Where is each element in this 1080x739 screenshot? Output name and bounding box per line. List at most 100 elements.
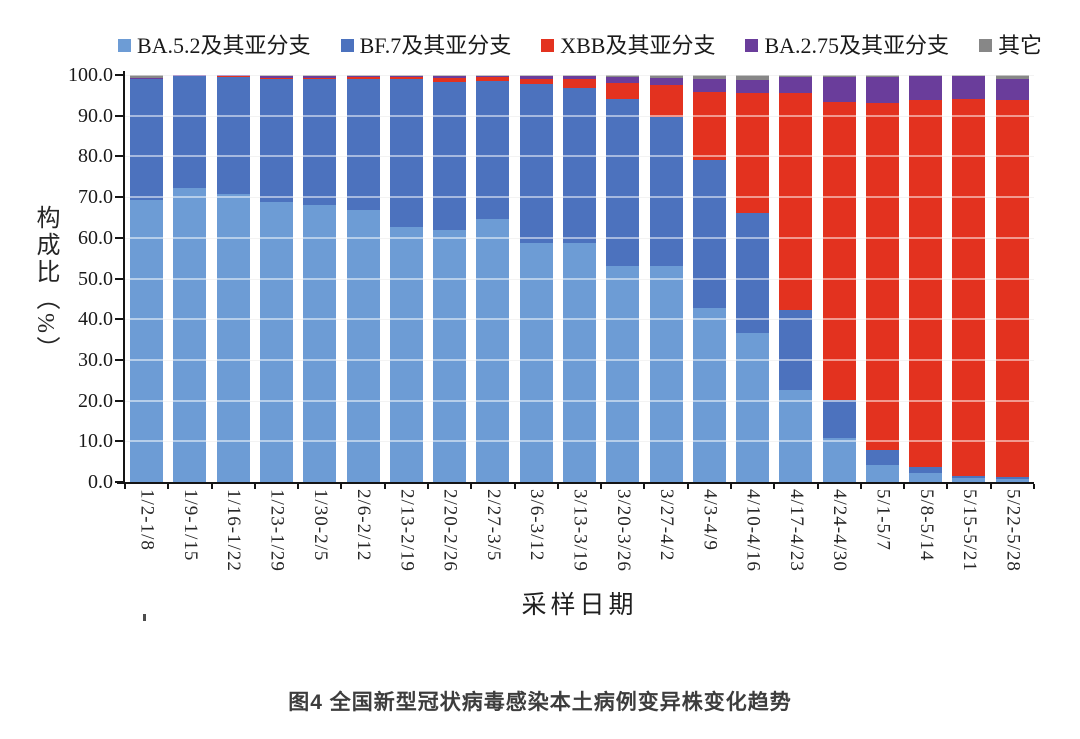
y-tick-label: 60.0 [78, 226, 113, 249]
x-axis-tick [383, 484, 386, 489]
y-axis-tick [115, 358, 123, 361]
x-tick-label: 5/8-5/14 [915, 489, 937, 562]
legend-item: 其它 [979, 28, 1042, 60]
x-tick-label: 2/13-2/19 [396, 489, 418, 572]
bar-segment [606, 99, 640, 266]
bar-segment [779, 92, 813, 310]
x-tick-label: 3/27-4/2 [656, 489, 678, 562]
bar-segment [259, 201, 293, 482]
bar-segment [865, 75, 899, 78]
y-tick-label: 30.0 [78, 348, 113, 371]
bar-segment [519, 79, 553, 84]
bar-segment [130, 199, 164, 482]
bar-segment [736, 333, 770, 482]
y-axis-tick [115, 318, 123, 321]
bar-slot [341, 75, 384, 482]
x-axis-tick [210, 484, 213, 489]
x-axis-tick [470, 484, 473, 489]
figure-caption: 图4 全国新型冠状病毒感染本土病例变异株变化趋势 [288, 691, 792, 714]
bar-segment [822, 75, 856, 78]
legend-label: XBB及其亚分支 [560, 33, 716, 58]
bar-column [216, 75, 250, 482]
bar-segment [259, 75, 293, 79]
x-tick-label: 4/3-4/9 [699, 489, 721, 551]
x-axis-tick [946, 484, 949, 489]
bar-segment [995, 479, 1029, 482]
bar-segment [389, 77, 423, 80]
legend-label: BF.7及其亚分支 [359, 33, 512, 58]
bar-segment [649, 116, 683, 266]
bar-column [952, 75, 986, 482]
legend-color-swatch [745, 38, 759, 52]
x-axis-tick [556, 484, 559, 489]
y-tick-label: 80.0 [78, 145, 113, 168]
x-axis-tick [686, 484, 689, 489]
bar-column [389, 75, 423, 482]
bar-slot [298, 75, 341, 482]
bar-segment [692, 307, 726, 482]
x-axis-line [117, 482, 1034, 484]
y-tick-label: 90.0 [78, 104, 113, 127]
plot-area [115, 71, 1035, 489]
bar-segment [822, 438, 856, 482]
y-axis-tick [115, 481, 123, 483]
bar-segment [303, 79, 337, 206]
bar-slot [385, 75, 428, 482]
gridline-overlay [125, 155, 1034, 158]
bar-segment [649, 85, 683, 117]
y-axis-tick [115, 74, 123, 76]
x-axis-tick [816, 484, 819, 489]
bar-segment [476, 219, 510, 482]
bar-segment [562, 88, 596, 244]
bar-column [649, 75, 683, 482]
bar-segment [909, 466, 943, 474]
gridline-overlay [125, 399, 1034, 402]
x-tick-label: 5/1-5/7 [872, 489, 894, 551]
bar-segment [779, 75, 813, 78]
stray-mark [143, 614, 146, 621]
bar-segment [389, 79, 423, 227]
bar-segment [865, 77, 899, 104]
x-tick-label: 1/23-1/29 [266, 489, 288, 572]
bar-column [822, 75, 856, 482]
x-tick-label: 1/2-1/8 [136, 489, 158, 551]
bar-column [346, 75, 380, 482]
bar-segment [736, 212, 770, 334]
bar-segment [952, 76, 986, 100]
y-axis-tick [115, 440, 123, 443]
bar-segment [909, 99, 943, 467]
bar-slot [774, 75, 817, 482]
bar-slot [125, 75, 168, 482]
bar-segment [130, 78, 164, 80]
bar-segment [952, 99, 986, 476]
bar-segment [519, 83, 553, 244]
gridline-overlay [125, 277, 1034, 280]
bar-segment [995, 99, 1029, 478]
bar-slot [212, 75, 255, 482]
bar-column [303, 75, 337, 482]
y-axis-line [123, 71, 125, 484]
bar-segment [519, 75, 553, 80]
x-axis-tick [340, 484, 343, 489]
bar-segment [692, 160, 726, 308]
bar-slot [644, 75, 687, 482]
y-axis-tick [115, 277, 123, 280]
bar-segment [389, 75, 423, 78]
bar-segment [346, 79, 380, 210]
x-tick-label: 2/6-2/12 [353, 489, 375, 562]
bar-segment [692, 79, 726, 92]
gridline-overlay [125, 74, 1034, 76]
y-tick-label: 20.0 [78, 389, 113, 412]
bar-column [259, 75, 293, 482]
x-axis-tick-labels: 1/2-1/8 1/9-1/15 1/16-1/22 1/23-1/29 1/30-2/… [125, 489, 1034, 594]
x-tick-label: 2/20-2/26 [439, 489, 461, 572]
bar-segment [562, 75, 596, 80]
y-axis-tick [115, 399, 123, 402]
legend-item: BF.7及其亚分支 [340, 28, 512, 60]
bar-segment [389, 226, 423, 482]
bar-column [779, 75, 813, 482]
x-axis-tick [124, 484, 126, 489]
y-tick-label: 40.0 [78, 308, 113, 331]
bar-segment [606, 76, 640, 83]
bar-segment [303, 75, 337, 79]
